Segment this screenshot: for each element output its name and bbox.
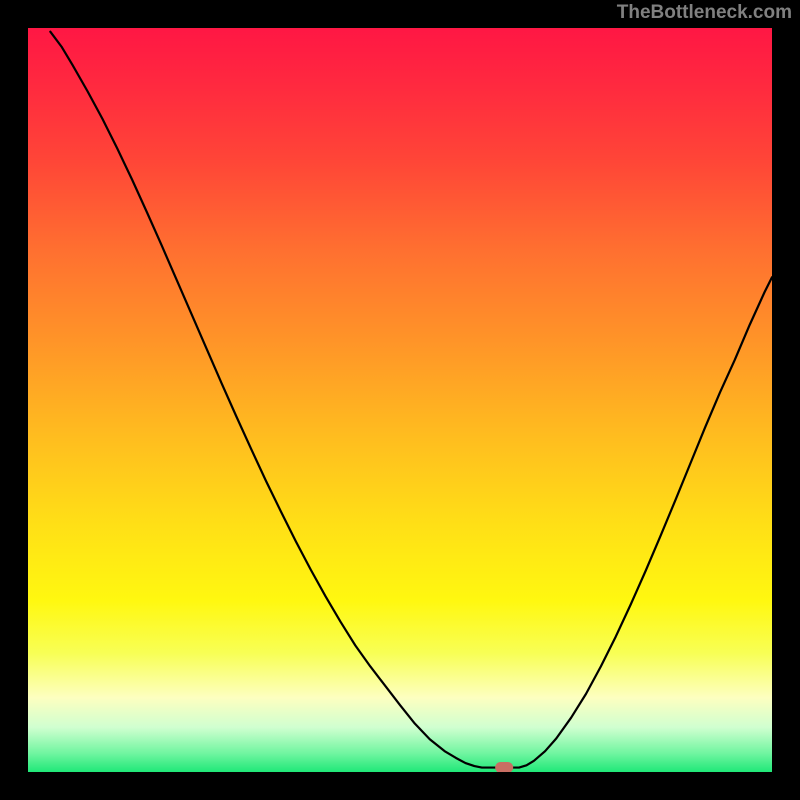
chart-background bbox=[28, 28, 772, 772]
bottleneck-chart bbox=[28, 28, 772, 772]
optimum-marker bbox=[495, 762, 513, 772]
watermark-text: TheBottleneck.com bbox=[617, 2, 792, 24]
